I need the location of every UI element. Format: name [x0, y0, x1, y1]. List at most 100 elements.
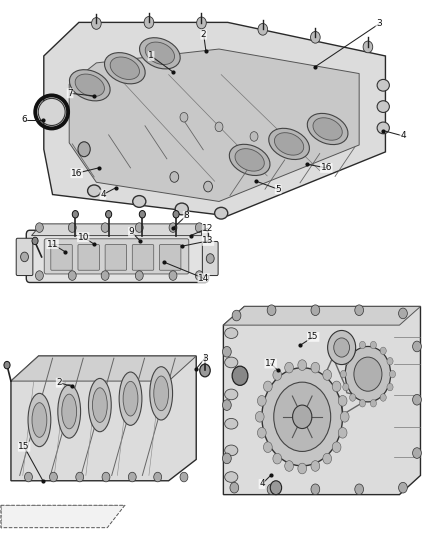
Circle shape: [413, 341, 421, 352]
Circle shape: [380, 347, 386, 354]
Text: 11: 11: [47, 240, 58, 248]
Circle shape: [32, 237, 38, 245]
Polygon shape: [223, 306, 420, 325]
Circle shape: [338, 427, 347, 438]
Circle shape: [350, 394, 356, 401]
Text: 1: 1: [148, 52, 154, 60]
Polygon shape: [11, 356, 196, 481]
FancyBboxPatch shape: [202, 241, 218, 276]
Circle shape: [4, 361, 10, 369]
FancyBboxPatch shape: [159, 245, 181, 270]
Circle shape: [35, 271, 43, 280]
Ellipse shape: [38, 99, 65, 125]
Circle shape: [264, 442, 272, 453]
Ellipse shape: [28, 393, 51, 447]
Circle shape: [264, 381, 272, 392]
Circle shape: [101, 271, 109, 280]
Circle shape: [311, 31, 320, 43]
Circle shape: [92, 18, 101, 29]
Ellipse shape: [269, 128, 309, 159]
Ellipse shape: [133, 196, 146, 207]
Text: 16: 16: [321, 164, 332, 172]
Polygon shape: [11, 356, 196, 381]
Ellipse shape: [275, 133, 304, 155]
Ellipse shape: [225, 328, 238, 338]
Circle shape: [363, 41, 373, 53]
Ellipse shape: [105, 53, 145, 84]
Circle shape: [273, 370, 282, 381]
Ellipse shape: [119, 372, 142, 425]
Circle shape: [370, 341, 376, 349]
Circle shape: [230, 482, 239, 493]
Circle shape: [267, 484, 276, 495]
Circle shape: [323, 453, 332, 464]
Ellipse shape: [154, 376, 169, 410]
Ellipse shape: [110, 57, 139, 79]
Circle shape: [106, 211, 112, 218]
Circle shape: [332, 442, 341, 453]
Circle shape: [285, 461, 293, 471]
Ellipse shape: [225, 418, 238, 429]
Polygon shape: [44, 22, 385, 216]
Ellipse shape: [225, 472, 238, 482]
Text: 9: 9: [128, 228, 134, 236]
Text: 4: 4: [400, 132, 406, 140]
Text: 17: 17: [265, 359, 276, 368]
Text: 6: 6: [21, 116, 27, 124]
Circle shape: [285, 362, 293, 373]
Circle shape: [343, 383, 349, 391]
Circle shape: [343, 358, 349, 365]
Circle shape: [223, 346, 231, 357]
Circle shape: [223, 453, 231, 464]
Ellipse shape: [62, 394, 77, 429]
Polygon shape: [69, 49, 359, 201]
Circle shape: [332, 381, 341, 392]
Circle shape: [49, 472, 57, 482]
Circle shape: [170, 172, 179, 182]
Circle shape: [76, 472, 84, 482]
Circle shape: [68, 271, 76, 280]
Ellipse shape: [215, 207, 228, 219]
Circle shape: [355, 305, 364, 316]
Text: 5: 5: [275, 185, 281, 193]
Circle shape: [360, 341, 366, 349]
Circle shape: [195, 271, 203, 280]
Circle shape: [323, 370, 332, 381]
Circle shape: [399, 308, 407, 319]
Text: 2: 2: [57, 378, 62, 387]
Ellipse shape: [235, 149, 264, 171]
Circle shape: [258, 427, 266, 438]
Circle shape: [311, 461, 320, 471]
Circle shape: [354, 357, 382, 391]
Ellipse shape: [225, 357, 238, 368]
FancyBboxPatch shape: [44, 239, 189, 274]
FancyBboxPatch shape: [132, 245, 154, 270]
Ellipse shape: [307, 114, 348, 144]
Ellipse shape: [230, 144, 270, 175]
Ellipse shape: [32, 403, 47, 437]
Ellipse shape: [75, 74, 104, 96]
Ellipse shape: [88, 185, 101, 197]
Circle shape: [334, 338, 350, 357]
Ellipse shape: [145, 42, 174, 64]
Circle shape: [387, 358, 393, 365]
Circle shape: [413, 394, 421, 405]
Ellipse shape: [377, 122, 389, 134]
Circle shape: [293, 405, 312, 429]
Ellipse shape: [313, 118, 342, 140]
Circle shape: [101, 223, 109, 232]
Circle shape: [35, 223, 43, 232]
Circle shape: [139, 211, 145, 218]
Ellipse shape: [88, 378, 111, 432]
Ellipse shape: [175, 203, 188, 215]
Ellipse shape: [225, 389, 238, 400]
Text: 4: 4: [100, 190, 106, 199]
Circle shape: [128, 472, 136, 482]
Text: 3: 3: [202, 354, 208, 362]
Circle shape: [262, 368, 343, 466]
Circle shape: [72, 211, 78, 218]
Text: 3: 3: [376, 20, 382, 28]
Ellipse shape: [70, 70, 110, 101]
Circle shape: [258, 23, 268, 35]
Circle shape: [232, 366, 248, 385]
